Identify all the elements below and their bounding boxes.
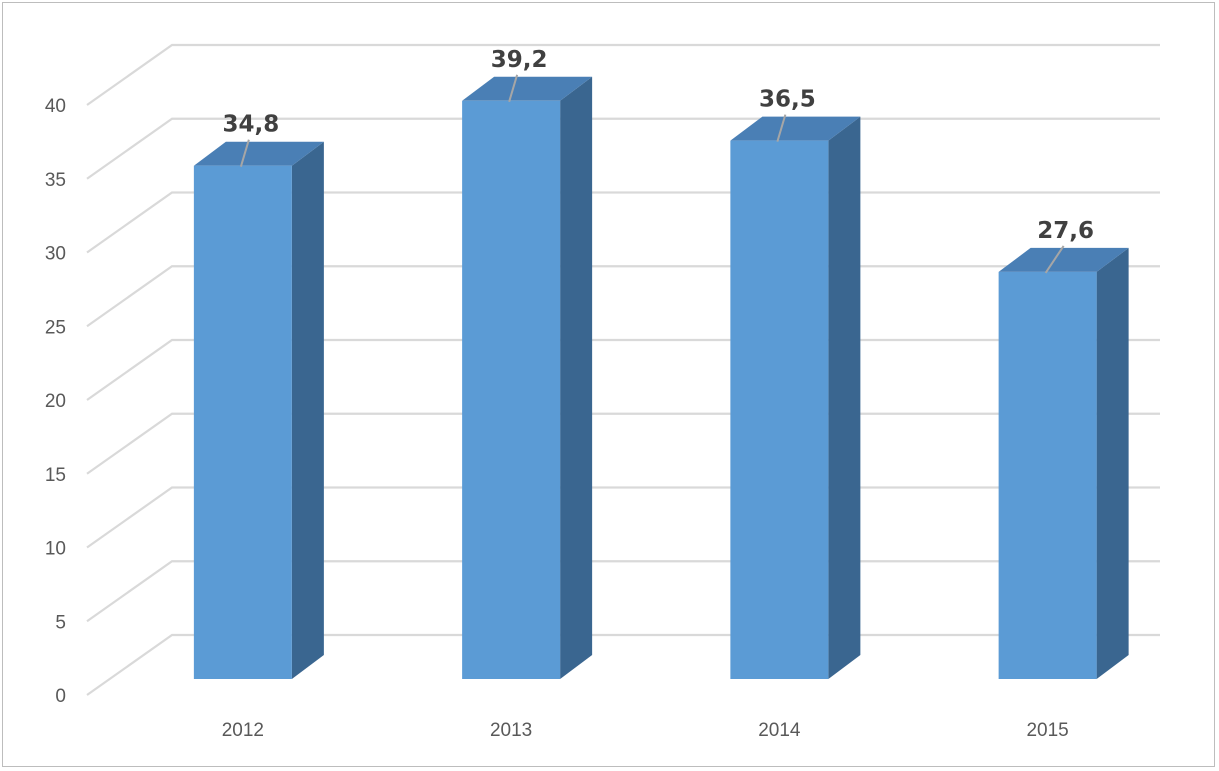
y-tick-label: 20 [45,391,66,412]
bar-top [462,76,593,101]
leader-line [508,74,519,103]
y-tick-label: 35 [45,170,66,191]
bar-2014: 36,5 [730,87,861,679]
x-tick-label: 2014 [758,720,801,741]
x-tick-label: 2012 [222,720,264,741]
x-tick-label: 2015 [1026,720,1068,741]
x-tick-label: 2013 [490,720,532,741]
leader-line [1044,245,1065,274]
leader-line [239,139,250,167]
y-tick-label: 25 [45,317,66,338]
bars: 34,8 39,2 36,5 27,6 [193,47,1129,680]
y-tick-label: 15 [45,465,66,486]
bar-2012: 34,8 [193,112,324,679]
bar-front [462,100,561,680]
bar-side [291,141,324,679]
leader-line [776,114,787,142]
y-tick-label: 10 [45,539,66,560]
bar-side [560,76,593,680]
y-tick-label: 0 [55,686,66,707]
bar-2015: 27,6 [998,218,1129,679]
data-label: 36,5 [759,87,816,113]
bar-top [998,247,1129,272]
bar-top [730,116,861,141]
bar-front [193,165,292,679]
y-tick-label: 40 [45,96,66,117]
data-label: 39,2 [491,47,548,73]
y-tick-label: 5 [55,612,66,633]
bar-side [828,116,861,679]
bar-side [1096,247,1129,679]
bar-front [730,140,829,679]
bar-2013: 39,2 [462,47,593,680]
data-label: 34,8 [223,112,280,138]
bar-top [193,141,324,166]
bar-front [998,271,1097,679]
y-axis-ticks: 0 5 10 15 20 25 30 35 40 [45,96,66,707]
gridline-40 [86,43,1160,106]
y-tick-label: 30 [45,244,66,265]
data-label: 27,6 [1037,218,1094,244]
